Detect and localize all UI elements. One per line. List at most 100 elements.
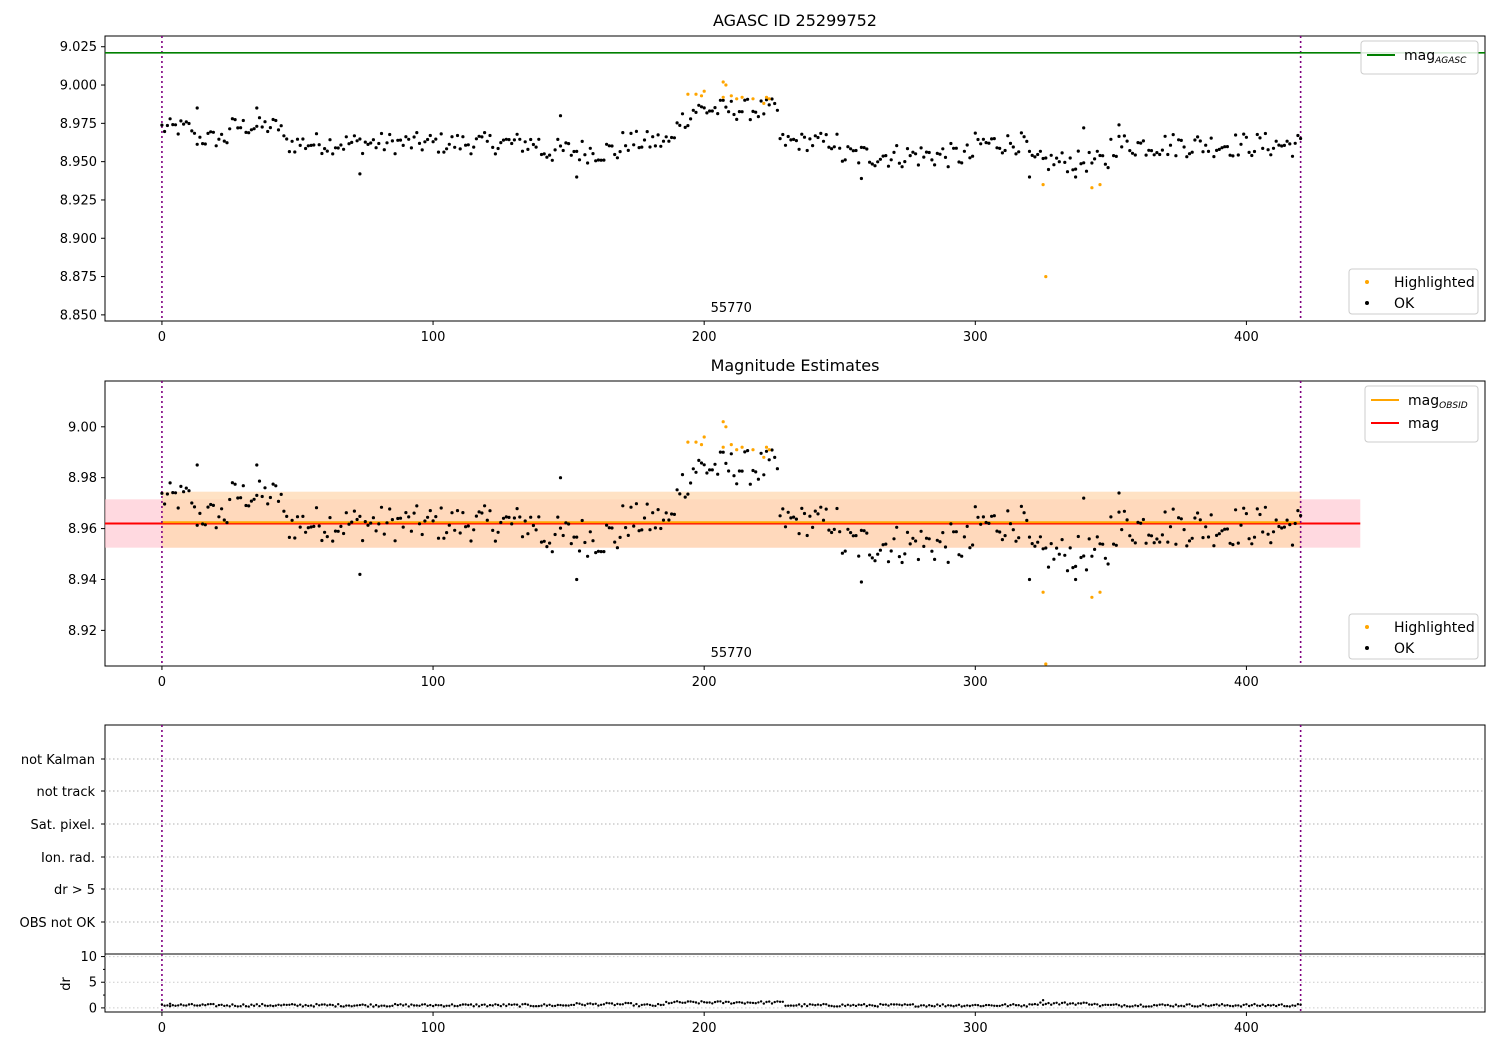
panel1-ok-point-113: [466, 143, 470, 147]
panel4-point-22: [220, 1003, 223, 1006]
panel4-point-60: [323, 1003, 326, 1006]
panel2-ok-point-180: [648, 528, 652, 532]
panel2-ok-point-157: [586, 554, 590, 558]
panel1-ok-point-57: [314, 132, 319, 136]
panel2-ok-point-133: [520, 535, 525, 539]
panel1-ok-point-44: [279, 124, 283, 128]
panel1-ok-point-121: [488, 133, 492, 138]
panel1-ok-point-208: [724, 105, 728, 109]
panel4-point-416: [1288, 1005, 1292, 1008]
panel2-ok-point-1: [163, 502, 167, 506]
panel1-ok-point-291: [949, 141, 953, 146]
panel2-ok-point-352: [1114, 543, 1118, 547]
panel1-ok-point-384: [1201, 150, 1205, 154]
panel4-point-395: [1231, 1005, 1235, 1008]
panel4-point-174: [632, 1004, 635, 1007]
panel2-ok-point-415: [1285, 518, 1289, 522]
panel2-ok-point-176: [637, 529, 641, 533]
panel2-ok-point-167: [613, 540, 617, 544]
panel4-point-101: [434, 1003, 437, 1007]
panel1-ok-point-351: [1112, 154, 1116, 158]
panel2-ok-point-146: [556, 515, 560, 519]
panel2-ok-point-127: [504, 515, 508, 519]
panel4-point-72: [355, 1004, 359, 1007]
panel1-ok-point-279: [916, 163, 921, 167]
panel1-ok-point-365: [1149, 149, 1154, 153]
panel1-ok-point-400: [1244, 135, 1248, 139]
panel1-ok-point-185: [661, 139, 666, 143]
panel2-ok-point-387: [1209, 513, 1213, 517]
panel2-ok-point-33: [249, 499, 253, 503]
panel1-ok-point-339: [1079, 162, 1083, 166]
panel4-point-312: [1006, 1005, 1009, 1008]
panel1-ok-point-43: [276, 128, 281, 132]
panel4-point-392: [1223, 1004, 1226, 1007]
panel1-ok-point-255: [851, 149, 855, 153]
panel4-point-270: [892, 1003, 896, 1006]
panel2-legend-line-label-1: mag: [1408, 416, 1439, 432]
panel2-ok-point-125: [499, 520, 503, 525]
panel2-ok-point-129: [510, 522, 514, 526]
panel2-ok-point-206: [718, 450, 723, 454]
panel4-point-420: [1299, 1003, 1302, 1006]
panel2-ok-point-83: [385, 521, 389, 525]
panel4-point-332: [1060, 1001, 1064, 1005]
panel2-ok-point-220: [756, 477, 761, 481]
panel4-point-10: [187, 1003, 191, 1006]
panel4-point-76: [366, 1005, 370, 1008]
panel4-point-264: [876, 1005, 879, 1008]
panel1-ok-point-233: [792, 137, 796, 141]
panel4-point-98: [426, 1004, 429, 1007]
panel2-ok-point-320: [1027, 535, 1032, 539]
panel2-hl-point-1: [694, 440, 698, 444]
panel2-ok-point-423: [358, 572, 362, 577]
panel2-ok-point-408: [1266, 532, 1270, 536]
panel2-ok-point-345: [1095, 535, 1099, 539]
panel2-ok-point-420: [1299, 514, 1303, 518]
panel4-point-59: [320, 1003, 324, 1006]
panel2-ok-point-429: [1082, 496, 1086, 500]
panel1-ok-point-140: [539, 152, 544, 157]
panel2-ok-point-87: [396, 516, 400, 521]
panel4-point-396: [1234, 1004, 1237, 1007]
panel2-ok-point-147: [558, 526, 563, 530]
panel1-ok-point-352: [1114, 154, 1118, 158]
panel2-ok-point-254: [849, 531, 853, 535]
panel2-ok-point-0: [160, 491, 164, 495]
panel4-point-369: [1161, 1003, 1164, 1006]
panel2-ok-point-371: [1166, 540, 1170, 544]
panel1-ok-point-304: [984, 141, 988, 145]
panel1-ok-point-280: [919, 146, 923, 150]
panel1-hl-point-7: [729, 94, 733, 98]
panel4-point-361: [1139, 1003, 1142, 1006]
panel2-ok-point-52: [301, 514, 305, 519]
panel2-ok-point-55: [309, 525, 313, 529]
panel4-point-253: [846, 1003, 850, 1006]
panel1-ok-point-390: [1217, 147, 1221, 151]
panel4-point-294: [957, 1003, 961, 1006]
panel1-legend-label-0: Highlighted: [1394, 275, 1475, 291]
panel1-ok-point-47: [287, 150, 291, 154]
panel2-ok-point-363: [1144, 541, 1148, 545]
panel4-point-387: [1210, 1004, 1213, 1007]
panel4-point-413: [1280, 1003, 1283, 1006]
panel1-ok-point-421: [195, 106, 199, 110]
panel4-point-26: [231, 1003, 234, 1006]
chart-title-middle: Magnitude Estimates: [711, 356, 880, 375]
panel1-ok-point-78: [371, 138, 375, 142]
panel2-ok-point-265: [878, 548, 883, 552]
panel2-ok-point-175: [634, 502, 639, 506]
panel4-point-278: [914, 1005, 917, 1008]
panel4-point-315: [1014, 1004, 1018, 1007]
panel2-ok-point-210: [729, 452, 733, 456]
panel4-point-374: [1174, 1003, 1178, 1006]
panel1-axes: [104, 35, 1486, 322]
panel2-ok-point-138: [534, 528, 538, 532]
panel2-ok-point-290: [946, 560, 950, 565]
panel4-point-310: [1001, 1003, 1004, 1007]
panel1-ok-point-420: [1299, 136, 1303, 141]
panel4-point-320: [1028, 1003, 1031, 1006]
panel1-ok-point-132: [518, 137, 522, 141]
panel1-ok-point-110: [458, 147, 462, 151]
panel4-point-241: [814, 1004, 817, 1007]
